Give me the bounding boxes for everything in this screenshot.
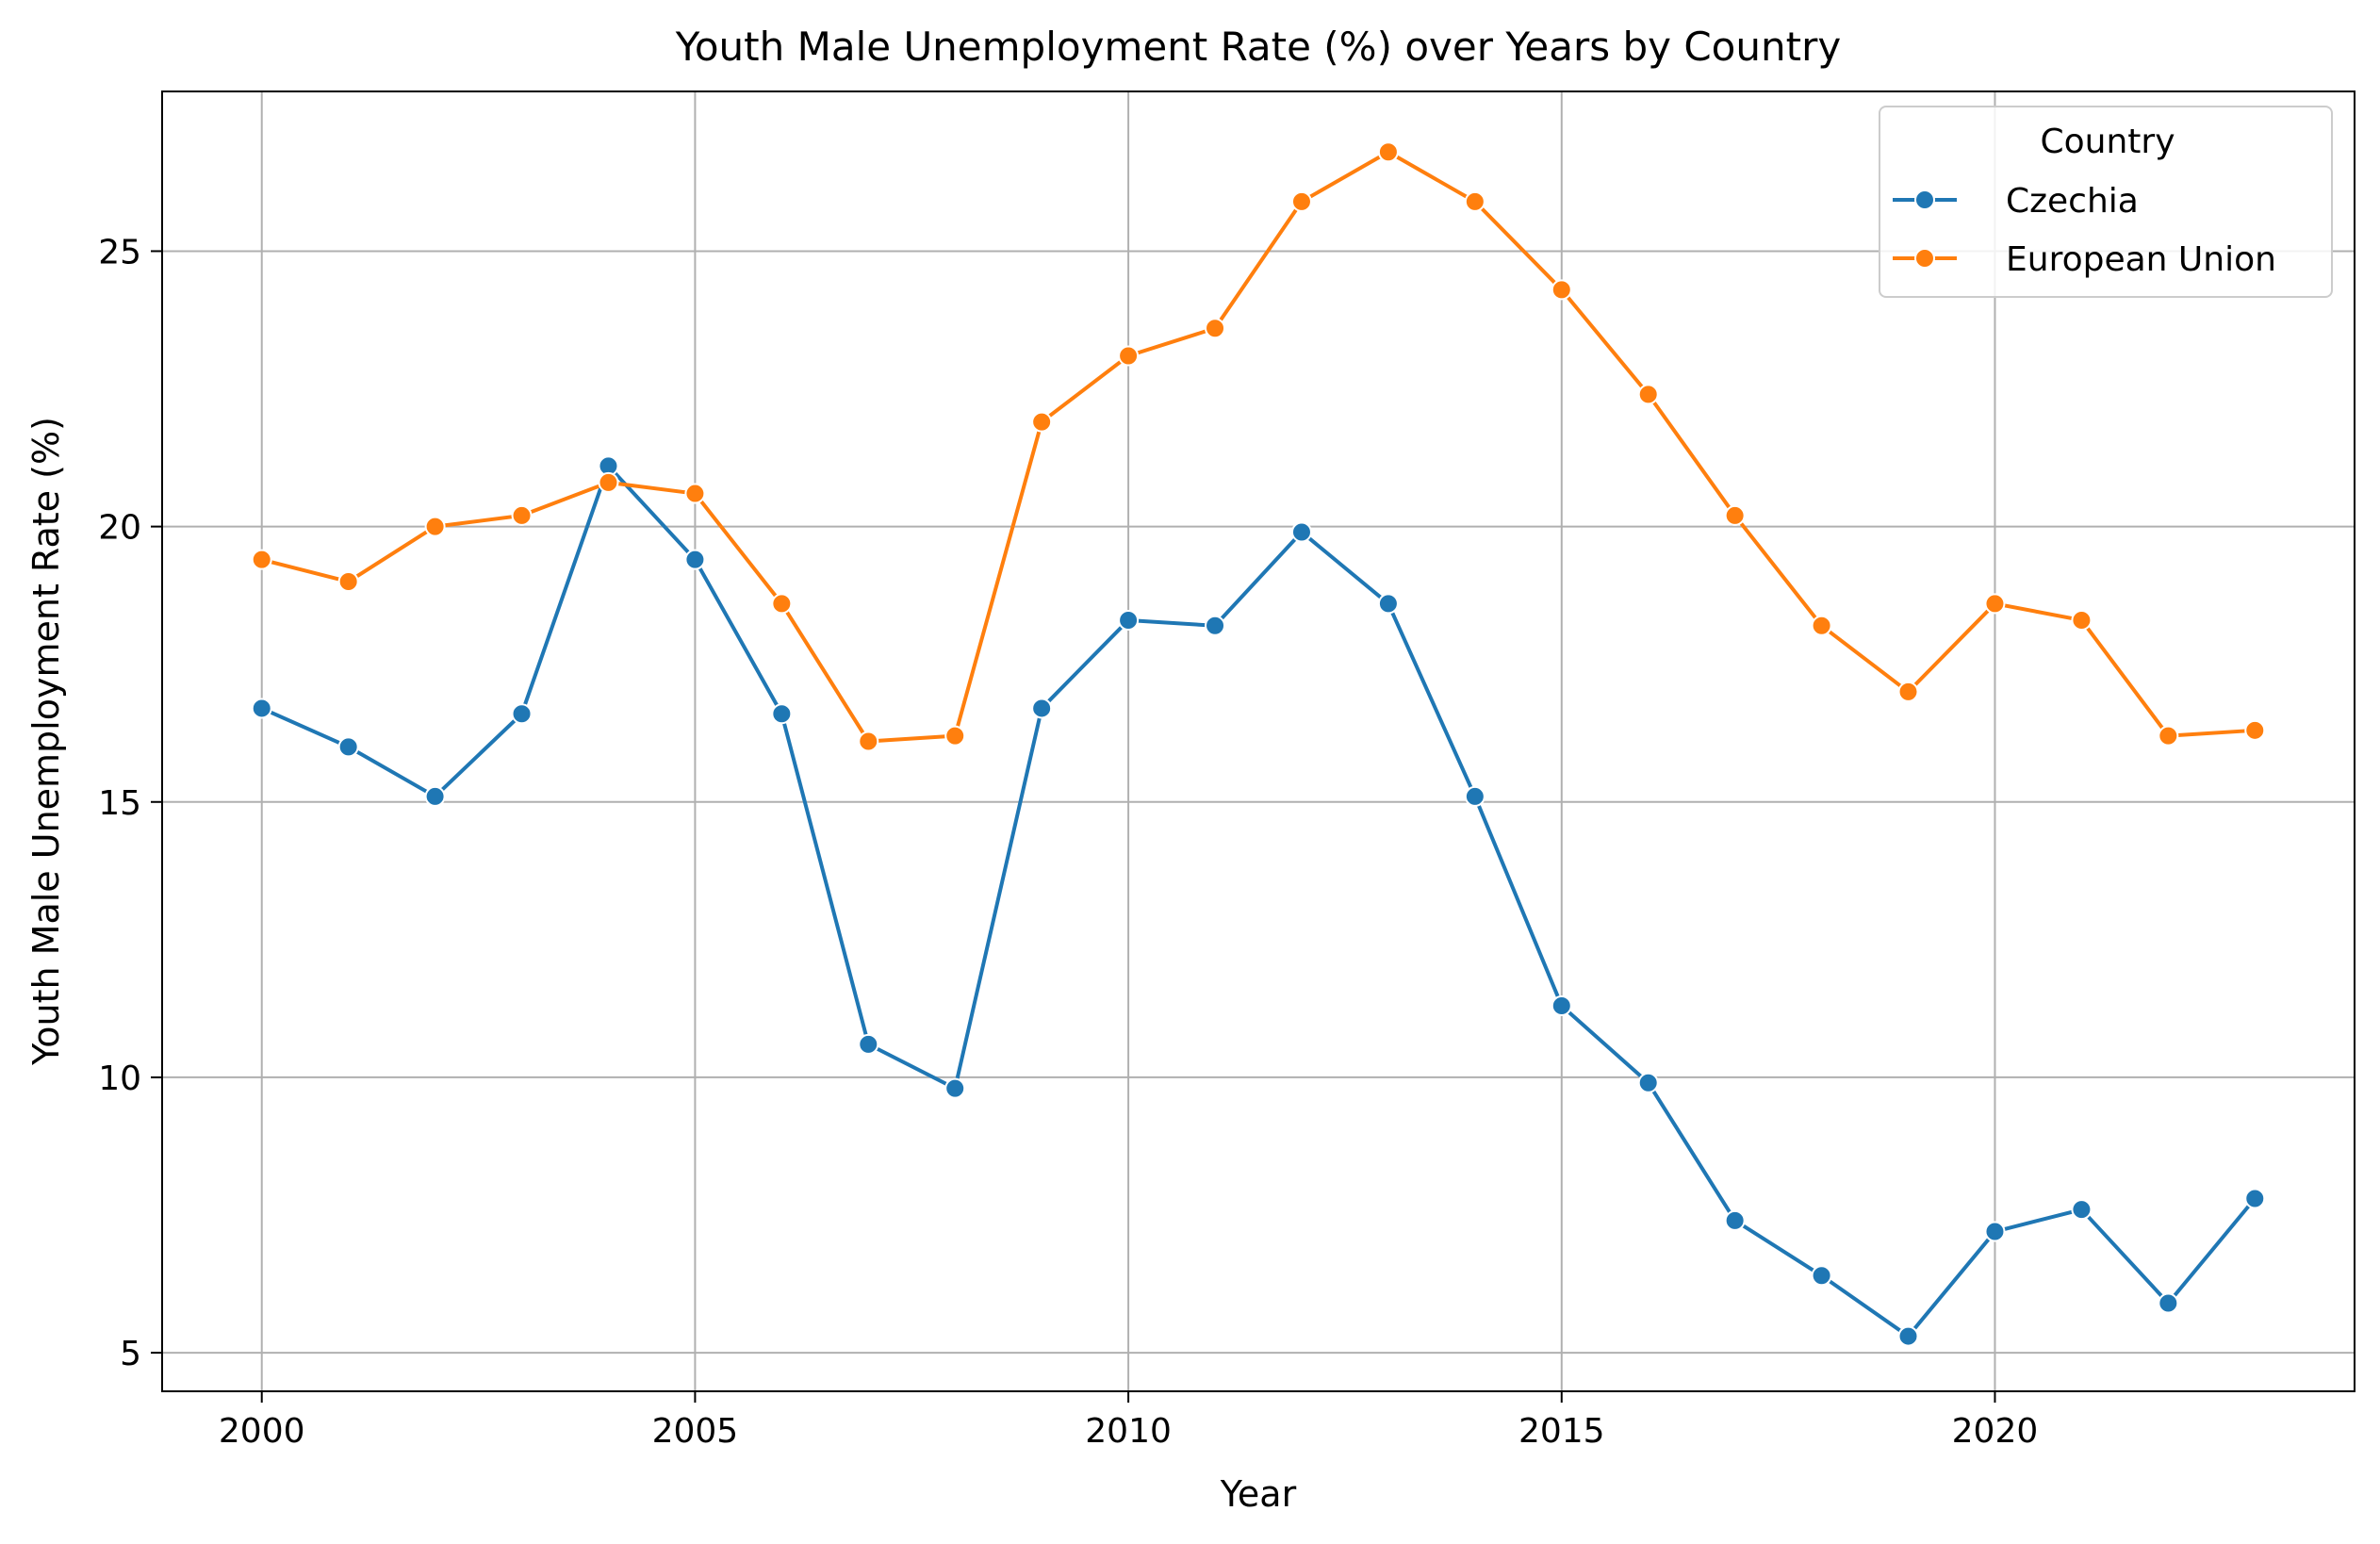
data-point	[424, 516, 446, 537]
legend-frame	[1879, 106, 2333, 298]
data-point	[1031, 698, 1053, 719]
data-point	[1290, 521, 1312, 543]
data-point	[1897, 1325, 1919, 1347]
data-point	[511, 703, 533, 725]
data-point	[2244, 1188, 2266, 1209]
data-point	[511, 504, 533, 526]
data-point	[944, 1077, 966, 1099]
data-point	[1724, 1209, 1746, 1231]
data-point	[684, 483, 706, 504]
legend-marker	[1914, 189, 1935, 210]
data-point	[1118, 345, 1140, 367]
legend-label: Czechia	[2006, 182, 2139, 221]
legend-items: Czechia European Union	[1893, 182, 2276, 279]
legend-title: Country	[2040, 123, 2175, 161]
data-point	[944, 725, 966, 747]
data-point	[2158, 1292, 2179, 1314]
data-point	[684, 549, 706, 570]
data-point	[251, 698, 272, 719]
series-line	[259, 464, 2257, 1339]
x-tick-label: 2015	[1518, 1412, 1605, 1451]
data-point	[337, 571, 359, 593]
x-tick-label: 2005	[652, 1412, 739, 1451]
data-point	[1724, 504, 1746, 526]
chart-title: Youth Male Unemployment Rate (%) over Ye…	[675, 24, 1841, 70]
data-point	[251, 549, 272, 570]
data-point	[1290, 190, 1312, 212]
series-layer	[251, 141, 2266, 1347]
x-axis-title: Year	[1220, 1473, 1297, 1515]
data-point	[598, 471, 619, 493]
x-axis-ticks: 2000 2005 2010 2015 2020	[219, 1391, 2038, 1451]
data-point	[424, 785, 446, 807]
data-point	[1464, 190, 1485, 212]
data-point	[1811, 615, 1832, 636]
y-axis-ticks: 5 10 15 20 25	[98, 233, 162, 1373]
plot-frame	[161, 90, 2355, 1392]
data-point	[1205, 615, 1226, 636]
data-point	[1031, 411, 1053, 433]
data-point	[2244, 719, 2266, 741]
y-axis-title: Youth Male Unemployment Rate (%)	[25, 417, 67, 1066]
x-tick-label: 2020	[1952, 1412, 2039, 1451]
data-point	[1551, 279, 1572, 301]
data-point	[858, 731, 879, 752]
data-point	[858, 1033, 879, 1055]
data-point	[771, 593, 793, 615]
data-point	[1984, 1221, 2006, 1242]
data-point	[1205, 318, 1226, 339]
legend-label: European Union	[2006, 240, 2276, 279]
y-tick-label: 10	[98, 1059, 141, 1098]
y-tick-label: 25	[98, 233, 141, 271]
y-tick-label: 15	[98, 784, 141, 823]
x-tick-label: 2010	[1085, 1412, 1172, 1451]
data-point	[1377, 593, 1399, 615]
data-point	[2158, 725, 2179, 747]
series-line	[259, 150, 2257, 744]
series-group	[251, 141, 2266, 752]
data-point	[2071, 1199, 2093, 1221]
data-point	[1637, 384, 1659, 405]
data-point	[2071, 609, 2093, 631]
data-point	[771, 703, 793, 725]
data-point	[1551, 994, 1572, 1016]
data-point	[1377, 141, 1399, 163]
data-point	[1118, 609, 1140, 631]
data-point	[1464, 785, 1485, 807]
y-tick-label: 5	[120, 1335, 141, 1373]
data-point	[1984, 593, 2006, 615]
data-point	[1811, 1265, 1832, 1287]
data-point	[1637, 1072, 1659, 1093]
data-point	[337, 736, 359, 758]
x-tick-label: 2000	[219, 1412, 305, 1451]
data-point	[1897, 681, 1919, 702]
y-tick-label: 20	[98, 509, 141, 548]
series-group	[251, 455, 2266, 1347]
legend: Country Czechia European Union	[1879, 106, 2333, 298]
legend-marker	[1914, 248, 1935, 269]
